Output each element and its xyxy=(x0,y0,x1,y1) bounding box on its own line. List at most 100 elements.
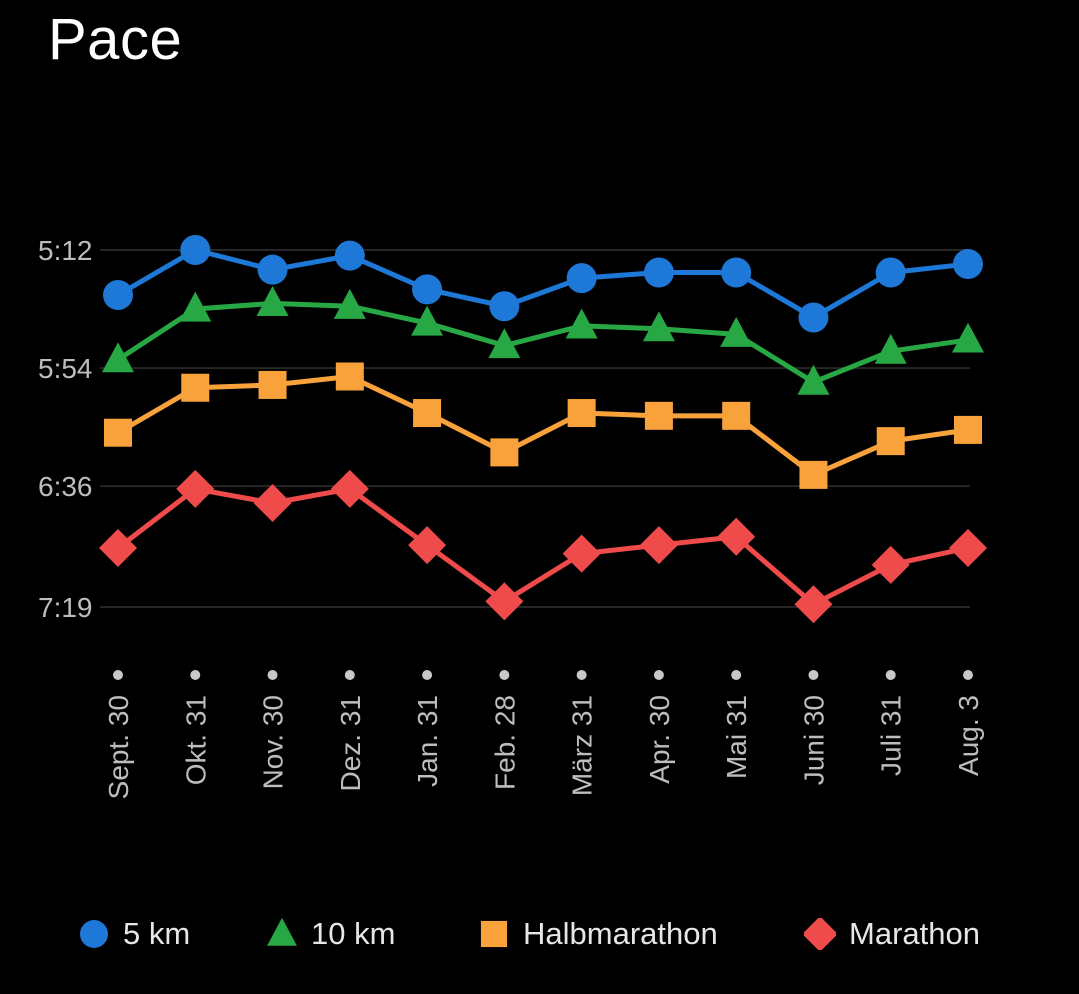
triangle-icon xyxy=(267,918,297,946)
data-point xyxy=(99,528,137,567)
data-point xyxy=(953,249,983,280)
data-point xyxy=(256,286,289,317)
x-tick-label: Nov. 30 xyxy=(258,695,289,789)
series-marathon xyxy=(99,469,987,624)
data-point xyxy=(104,418,132,447)
square-icon xyxy=(480,920,508,948)
legend-label: Marathon xyxy=(849,916,980,951)
x-tick-label: Okt. 31 xyxy=(180,695,211,785)
x-tick-dot xyxy=(190,670,201,680)
legend-label: 10 km xyxy=(311,916,396,951)
data-point xyxy=(330,469,369,508)
data-point xyxy=(871,545,910,584)
x-tick-dot xyxy=(422,670,433,680)
series-halbmarathon xyxy=(104,362,982,489)
page-title: Pace xyxy=(48,7,183,72)
data-point xyxy=(489,291,520,322)
data-point xyxy=(179,291,212,322)
x-tick-label: März 31 xyxy=(567,695,598,796)
legend-item: Marathon xyxy=(804,906,980,962)
data-point xyxy=(875,257,906,288)
data-point xyxy=(103,279,133,310)
series-lines xyxy=(99,235,987,624)
data-point xyxy=(639,526,678,565)
data-point xyxy=(411,305,444,336)
x-tick-dot xyxy=(267,670,278,680)
data-point xyxy=(485,582,524,621)
y-tick-label: 5:54 xyxy=(38,353,93,384)
data-point xyxy=(566,263,597,294)
data-point xyxy=(567,399,596,428)
data-point xyxy=(876,427,905,456)
data-point xyxy=(488,328,521,359)
y-tick-label: 7:19 xyxy=(38,592,93,623)
series-line xyxy=(116,373,969,478)
data-point xyxy=(181,373,210,402)
x-tick-label: Jan. 31 xyxy=(412,695,443,787)
series-10-km xyxy=(102,286,984,395)
legend-item: Halbmarathon xyxy=(478,906,718,962)
data-point xyxy=(258,370,287,399)
data-point xyxy=(562,534,601,573)
circle-icon xyxy=(80,920,108,948)
y-tick-label: 6:36 xyxy=(38,471,93,502)
y-tick-label: 5:12 xyxy=(38,235,93,266)
data-point xyxy=(490,438,519,467)
x-tick-dot xyxy=(885,670,896,680)
data-point xyxy=(722,401,751,430)
data-point xyxy=(412,274,443,305)
data-point xyxy=(952,322,984,353)
data-point xyxy=(720,316,753,347)
legend-item: 10 km xyxy=(266,906,395,962)
series-5-km xyxy=(103,235,983,333)
data-point xyxy=(253,483,292,522)
data-point xyxy=(180,235,211,265)
x-tick-dot xyxy=(576,670,587,680)
data-point xyxy=(176,469,215,508)
x-tick-label: Mai 31 xyxy=(721,695,752,779)
legend-label: 5 km xyxy=(123,916,191,951)
x-tick-dot xyxy=(113,670,123,680)
legend-item: 5 km xyxy=(78,906,190,962)
x-tick-label: Dez. 31 xyxy=(335,695,366,792)
series-line xyxy=(116,486,969,607)
data-point xyxy=(794,585,833,624)
data-point xyxy=(565,308,598,339)
x-tick-label: Juni 30 xyxy=(798,695,829,785)
diamond-icon xyxy=(804,918,836,950)
x-tick-dot xyxy=(499,670,510,680)
data-point xyxy=(644,401,673,430)
data-point xyxy=(334,240,365,271)
x-tick-label: Sept. 30 xyxy=(103,695,134,799)
data-point xyxy=(257,254,288,285)
x-tick-label: Aug. 3 xyxy=(953,695,984,776)
series-line xyxy=(116,300,969,385)
data-point xyxy=(102,342,134,373)
y-axis-tick-labels: 5:12 5:54 6:36 7:19 xyxy=(38,235,93,623)
data-point xyxy=(333,288,366,319)
legend-label: Halbmarathon xyxy=(523,916,718,951)
data-point xyxy=(413,399,442,428)
data-point xyxy=(797,364,830,395)
data-point xyxy=(335,362,364,391)
data-point xyxy=(799,460,828,489)
legend: 5 km 10 km Halbmarathon Marathon xyxy=(0,906,1079,962)
data-point xyxy=(874,333,907,364)
x-tick-dot xyxy=(653,670,664,680)
x-tick-label: Feb. 28 xyxy=(489,695,520,790)
data-point xyxy=(643,257,674,288)
data-point xyxy=(954,415,982,444)
x-tick-dot xyxy=(344,670,355,680)
data-point xyxy=(949,528,987,567)
x-axis-tick-labels: Sept. 30 Okt. 31 Nov. 30 Dez. 31 Jan. 31 Feb.… xyxy=(103,670,984,799)
x-tick-dot xyxy=(963,670,973,680)
x-tick-label: Apr. 30 xyxy=(644,695,675,784)
data-point xyxy=(642,311,675,342)
x-tick-dot xyxy=(808,670,819,680)
data-point xyxy=(721,257,752,288)
data-point xyxy=(717,517,756,556)
x-tick-dot xyxy=(731,670,742,680)
x-tick-label: Juli 31 xyxy=(876,695,907,776)
data-point xyxy=(408,526,447,565)
